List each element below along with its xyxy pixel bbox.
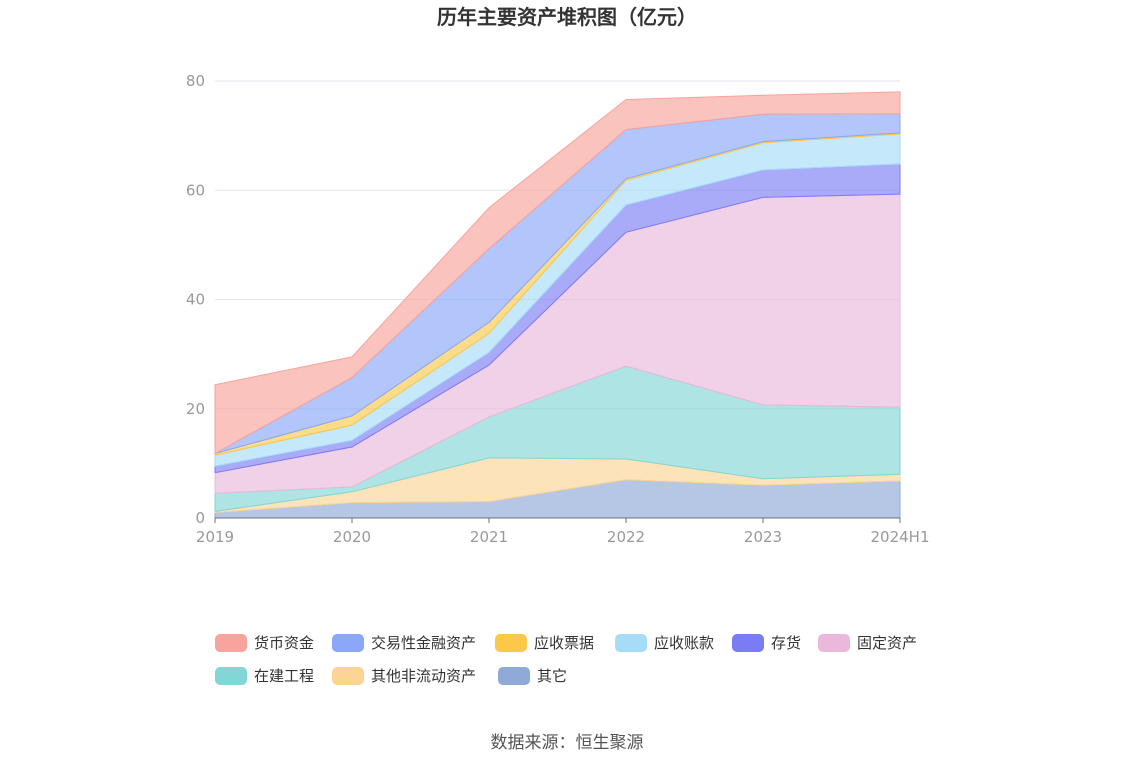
- legend-item[interactable]: 应收票据: [495, 634, 594, 652]
- legend-swatch: [495, 634, 527, 652]
- legend-swatch: [332, 667, 364, 685]
- areas: [214, 91, 901, 519]
- legend-label: 存货: [771, 634, 801, 652]
- y-tick-label: 80: [186, 72, 205, 90]
- legend-item[interactable]: 其它: [498, 667, 567, 685]
- legend-item[interactable]: 存货: [732, 634, 801, 652]
- legend-label: 在建工程: [254, 667, 314, 685]
- legend-swatch: [818, 634, 850, 652]
- legend-swatch: [498, 667, 530, 685]
- legend-label: 其它: [537, 667, 567, 685]
- legend-item[interactable]: 固定资产: [818, 634, 917, 652]
- x-tick-label: 2022: [607, 528, 645, 546]
- chart-title: 历年主要资产堆积图（亿元）: [437, 5, 697, 29]
- x-tick-label: 2023: [744, 528, 782, 546]
- legend-item[interactable]: 其他非流动资产: [332, 667, 476, 685]
- legend-swatch: [732, 634, 764, 652]
- legend-swatch: [215, 634, 247, 652]
- legend-label: 应收票据: [534, 634, 594, 652]
- legend-swatch: [215, 667, 247, 685]
- y-tick-label: 40: [186, 291, 205, 309]
- x-tick-label: 2024H1: [871, 528, 930, 546]
- y-tick-label: 0: [195, 509, 205, 527]
- axes: 0 20 40 60 80 2019 2020 2021 2022 2023 2024H1: [186, 72, 930, 546]
- legend-item[interactable]: 在建工程: [215, 667, 314, 685]
- legend-label: 交易性金融资产: [371, 634, 476, 652]
- legend-item[interactable]: 货币资金: [215, 634, 314, 652]
- y-tick-label: 60: [186, 181, 205, 199]
- legend-swatch: [332, 634, 364, 652]
- legend-label: 应收账款: [654, 634, 714, 652]
- legend-swatch: [615, 634, 647, 652]
- x-tick-label: 2021: [470, 528, 508, 546]
- legend-item[interactable]: 应收账款: [615, 634, 714, 652]
- legend-label: 其他非流动资产: [371, 667, 476, 685]
- x-tick-label: 2019: [196, 528, 234, 546]
- legend-item[interactable]: 交易性金融资产: [332, 634, 476, 652]
- area-series-8: [214, 91, 901, 455]
- legend-label: 固定资产: [857, 634, 917, 652]
- x-tick-label: 2020: [333, 528, 371, 546]
- y-tick-label: 20: [186, 400, 205, 418]
- data-source: 数据来源：恒生聚源: [490, 733, 644, 753]
- legend-label: 货币资金: [254, 634, 314, 652]
